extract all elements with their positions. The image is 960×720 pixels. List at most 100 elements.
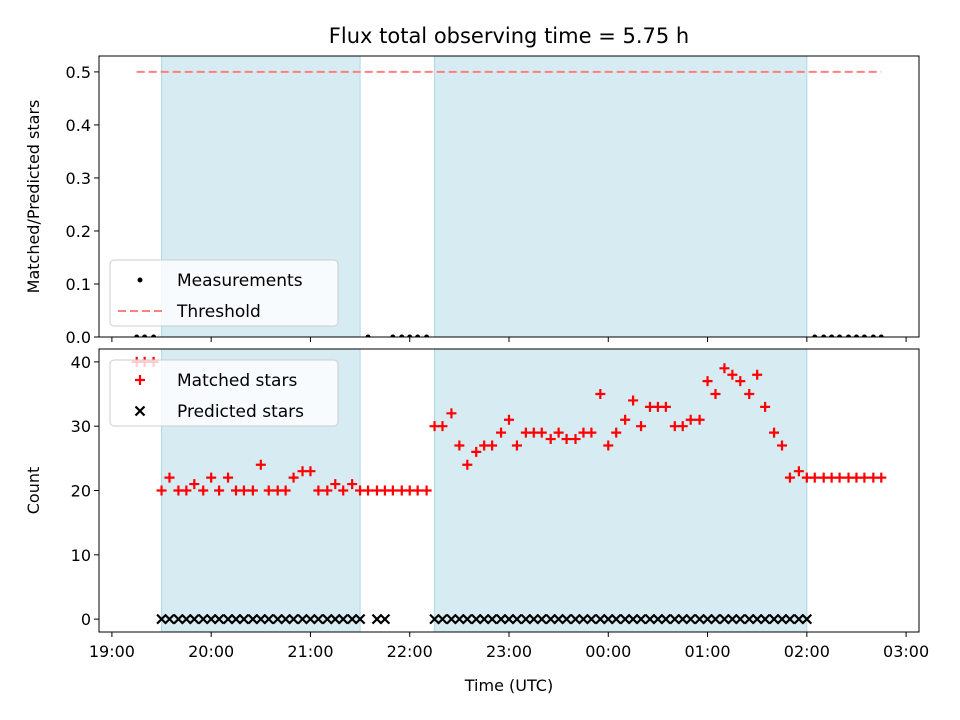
matched-star-point [784,472,795,483]
predicted-star-point [602,613,614,625]
measurement-point [870,334,876,337]
matched-star-point [338,485,349,496]
matched-star-point [189,479,200,490]
x-tick-label: 03:00 [883,642,929,661]
matched-star-point [206,472,217,483]
matched-star-point [496,427,507,438]
matched-star-point [255,459,266,470]
predicted-star-point [263,613,275,625]
predicted-star-point [768,613,780,625]
matched-star-point [305,466,316,477]
matched-star-point [752,369,763,380]
matched-star-point [545,434,556,445]
predicted-star-point [371,613,383,625]
predicted-star-point [379,613,391,625]
x-tick-label: 22:00 [387,642,433,661]
legend-label: Threshold [176,302,261,322]
predicted-star-point [586,613,597,625]
predicted-star-point [595,613,606,625]
measurement-point [878,334,884,337]
x-tick-label: 19:00 [89,642,135,661]
predicted-star-point [354,613,366,625]
matched-star-point [777,440,788,451]
matched-star-point [511,440,522,451]
predicted-star-point [230,613,242,625]
y-tick-label: 10 [71,546,91,565]
matched-star-point [859,472,870,483]
predicted-star-point [743,613,755,625]
matched-star-point [793,466,804,477]
matched-star-point [595,389,606,400]
measurement-point [812,334,818,337]
matched-star-point [164,472,175,483]
matched-star-point [412,485,423,496]
predicted-star-point [297,613,308,625]
matched-star-point [504,414,514,425]
y-tick-label: 40 [71,353,91,372]
matched-star-point [660,401,671,412]
predicted-star-point [578,613,589,625]
predicted-star-point [164,613,175,625]
observing-interval [434,349,808,632]
matched-star-point [570,434,581,445]
predicted-star-point [528,613,540,625]
predicted-star-point [486,613,498,625]
measurement-point [837,334,843,337]
x-axis-label: Time (UTC) [464,676,553,695]
matched-star-point [685,414,696,425]
predicted-star-point [801,613,813,625]
predicted-star-point [313,613,324,625]
matched-star-point [536,427,547,438]
predicted-star-point [454,613,465,625]
predicted-star-point [627,613,639,625]
x-tick-label: 21:00 [287,642,333,661]
matched-star-point [288,472,299,483]
matched-star-point [834,472,845,483]
predicted-star-point [652,613,664,625]
x-tick-label: 00:00 [585,642,631,661]
predicted-star-point [288,613,299,625]
predicted-star-point [511,613,523,625]
predicted-star-point [238,613,250,625]
predicted-star-point [635,613,647,625]
ratio-panel: 0.0 0.1 0.2 0.3 0.4 0.5 Matched/Predicted star… [24,55,920,347]
predicted-star-point [570,613,581,625]
measurement-point [415,334,421,337]
y-tick-label: 20 [71,482,91,501]
predicted-star-point [685,613,696,625]
matched-star-point [263,485,274,496]
predicted-star-point [751,613,763,625]
measurement-point [861,334,867,337]
matched-star-point [694,414,705,425]
predicted-star-point [694,613,705,625]
predicted-star-point [346,613,358,625]
x-tick-label: 20:00 [188,642,234,661]
predicted-star-point [189,613,200,625]
predicted-star-point [446,613,457,625]
predicted-star-point [437,613,448,625]
matched-star-point [744,389,755,400]
predicted-star-point [272,613,283,625]
predicted-star-point [561,613,572,625]
matched-star-point [636,421,647,432]
predicted-star-point [197,613,209,625]
predicted-star-point [660,613,672,625]
measurement-point [399,334,405,337]
matched-star-point [769,427,780,438]
predicted-star-point [503,613,515,625]
matched-star-point [487,440,498,451]
legend-label: Matched stars [177,371,297,391]
predicted-star-point [470,613,482,625]
matched-star-point [471,446,482,457]
legend-box [109,259,339,327]
predicted-star-point [727,613,738,625]
matched-star-point [727,369,738,380]
matched-star-point [223,472,234,483]
predicted-star-point [478,613,490,625]
legend-plus-icon [135,375,145,385]
predicted-star-point [429,613,440,625]
matched-star-point [156,485,167,496]
matched-star-point [387,485,398,496]
predicted-star-point [305,613,316,625]
matched-star-point [760,401,771,412]
